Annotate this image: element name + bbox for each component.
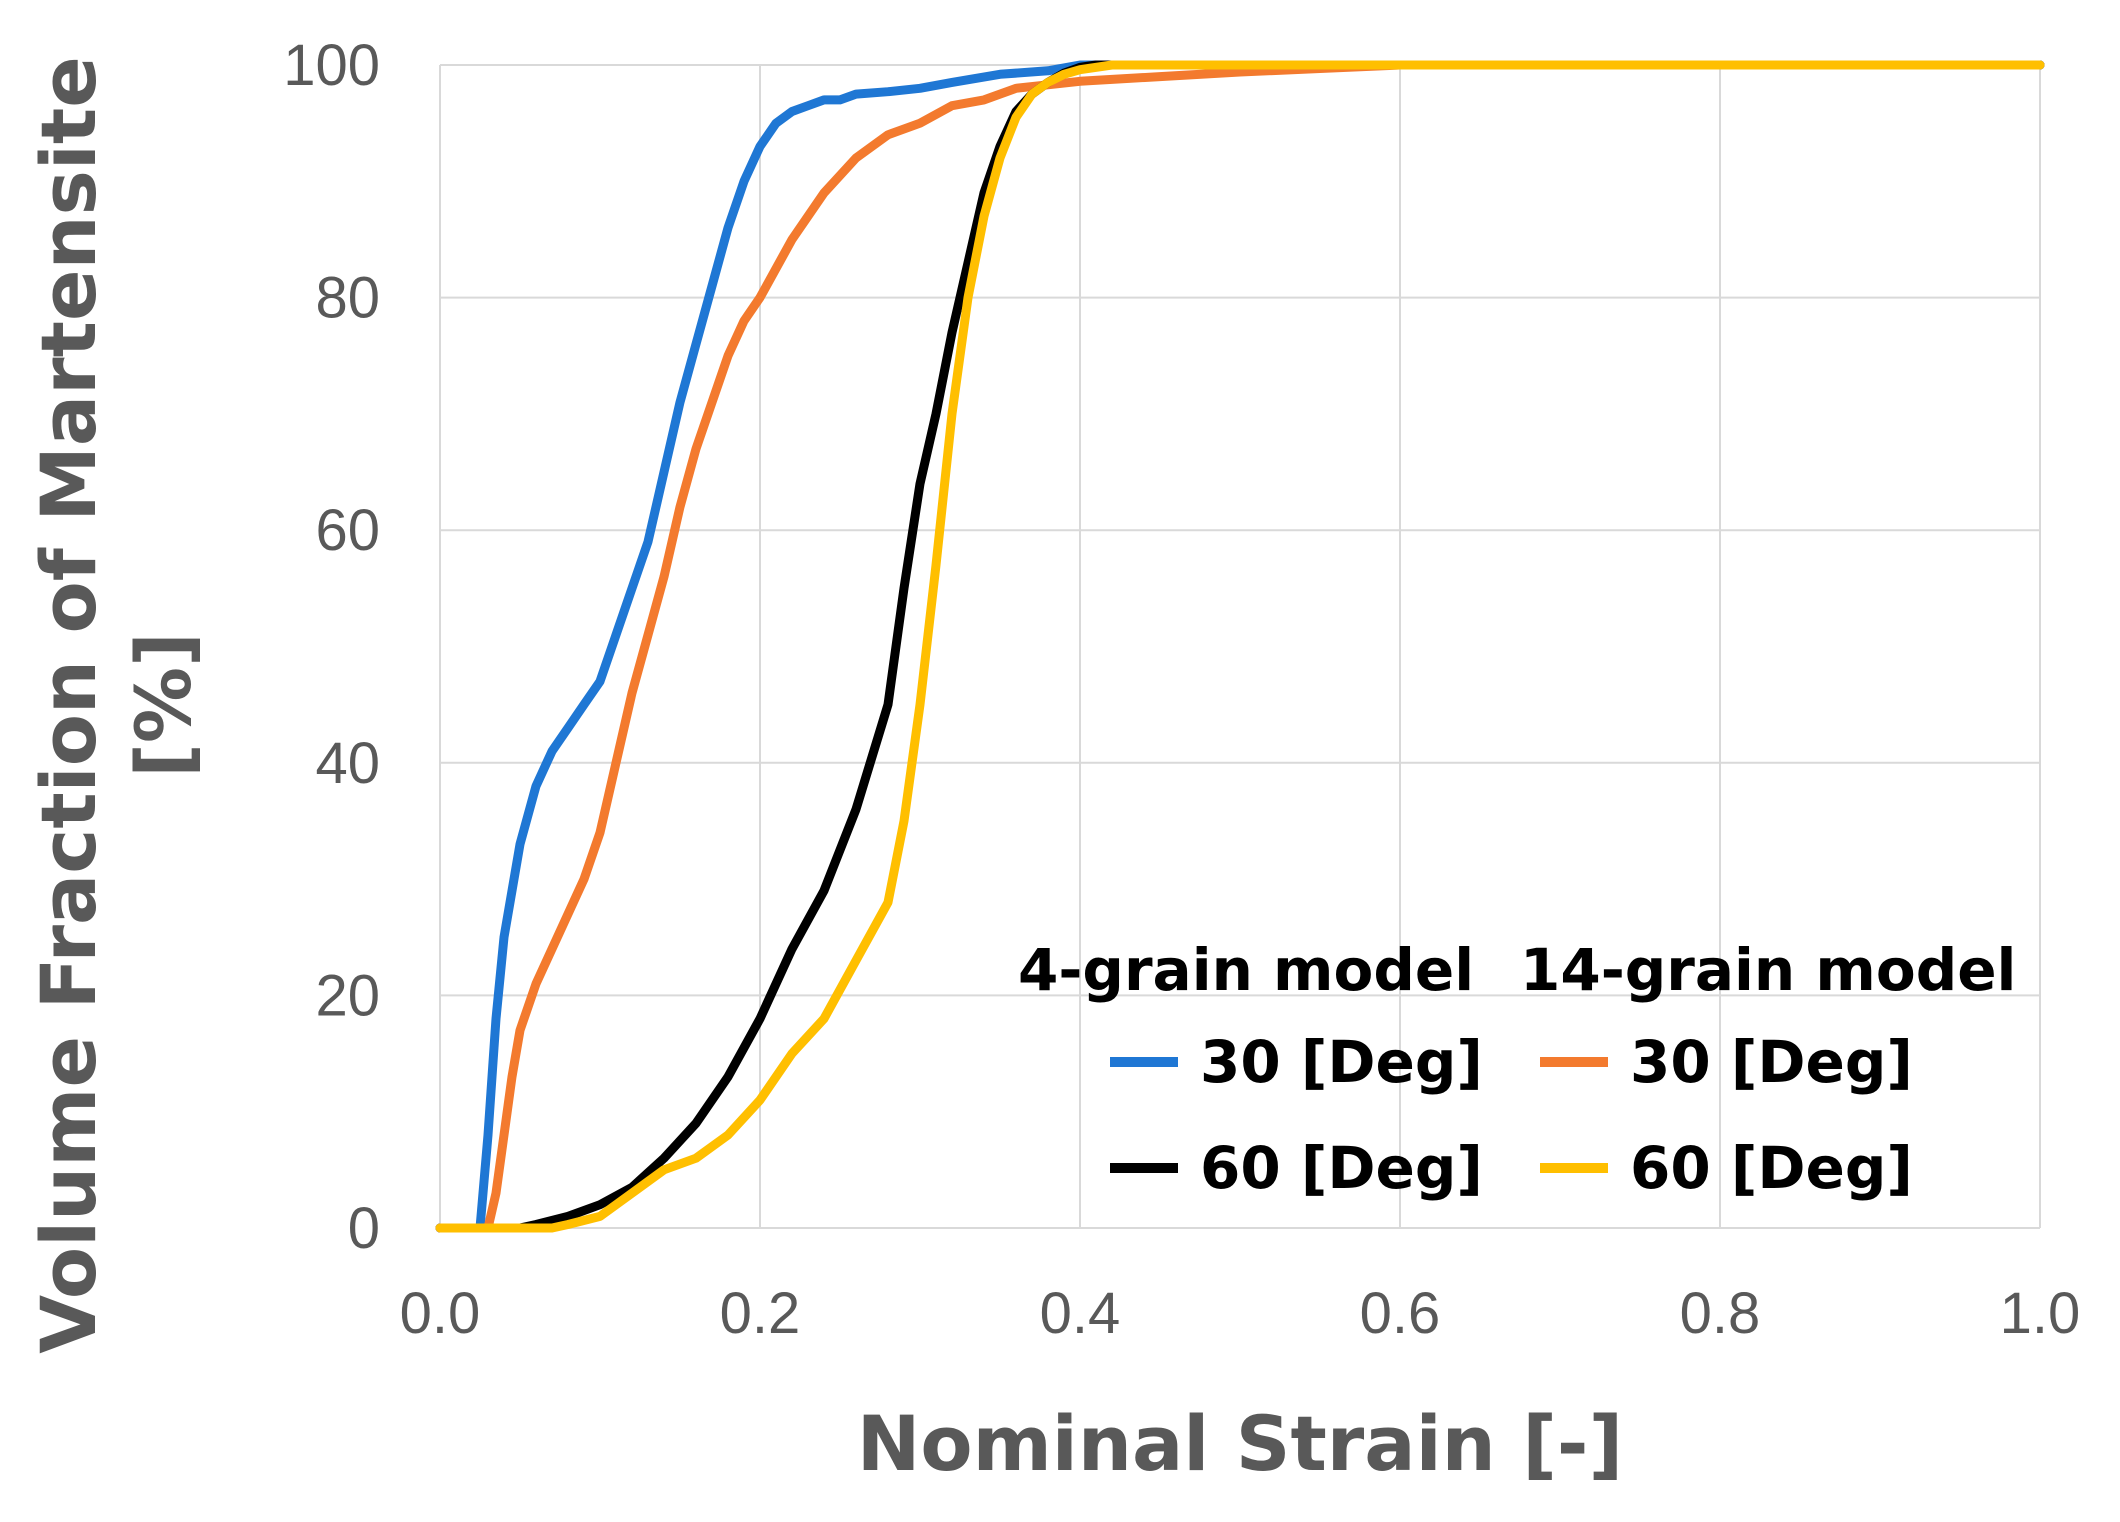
y-tick-label: 40 — [315, 731, 380, 796]
series-lines — [435, 60, 2045, 1233]
y-axis-title-line-1: Volume Fraction of Martensite — [24, 56, 113, 1354]
y-tick-label: 20 — [315, 963, 380, 1028]
axes — [439, 65, 2040, 1229]
y-axis-title-line-2: [%] — [119, 632, 208, 778]
legend: 4-grain model 14-grain model 30 [Deg] 30… — [1018, 936, 2016, 1202]
x-tick-label: 0.8 — [1680, 1281, 1761, 1346]
series-line-14grain-30deg — [435, 60, 2045, 1233]
legend-label-4grain-30deg: 30 [Deg] — [1200, 1028, 1483, 1096]
tick-labels: 0 20 40 60 80 100 0.0 0.2 0.4 0.6 0.8 1.0 — [283, 33, 2080, 1346]
x-axis-title: Nominal Strain [-] — [857, 1399, 1623, 1488]
x-tick-label: 0.0 — [400, 1281, 481, 1346]
y-tick-label: 80 — [315, 266, 380, 331]
y-axis-title: Volume Fraction of Martensite [%] — [24, 56, 208, 1354]
y-tick-label: 0 — [348, 1196, 380, 1261]
x-tick-label: 0.2 — [720, 1281, 801, 1346]
x-tick-label: 1.0 — [2000, 1281, 2081, 1346]
x-tick-label: 0.4 — [1040, 1281, 1121, 1346]
y-tick-label: 100 — [283, 33, 380, 98]
legend-label-4grain-60deg: 60 [Deg] — [1200, 1134, 1483, 1202]
y-tick-label: 60 — [315, 498, 380, 563]
x-tick-label: 0.6 — [1360, 1281, 1441, 1346]
legend-header-4-grain: 4-grain model — [1018, 936, 1474, 1004]
legend-header-14-grain: 14-grain model — [1520, 936, 2016, 1004]
legend-label-14grain-30deg: 30 [Deg] — [1630, 1028, 1913, 1096]
series-line-14grain-60deg — [435, 60, 2045, 1233]
legend-label-14grain-60deg: 60 [Deg] — [1630, 1134, 1913, 1202]
